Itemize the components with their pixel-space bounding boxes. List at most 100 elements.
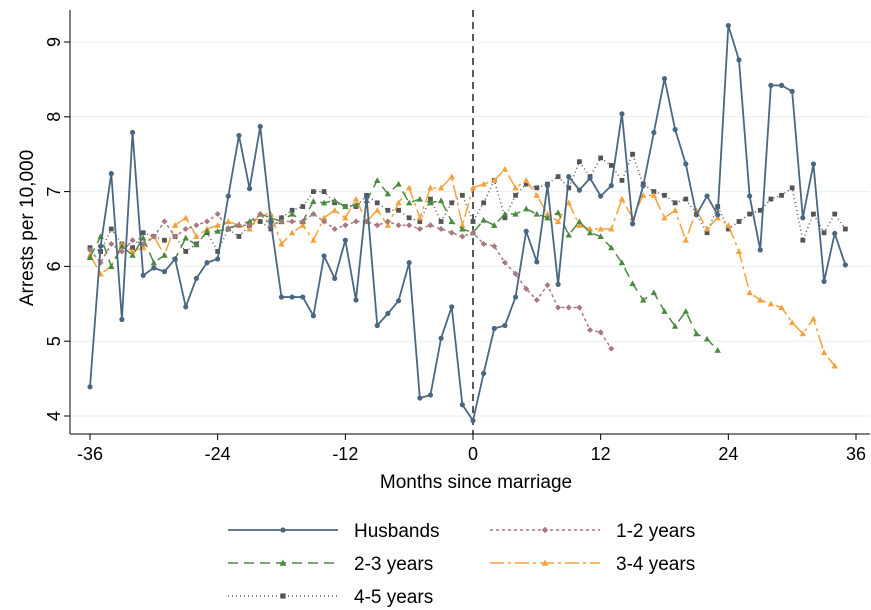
data-point xyxy=(587,175,593,181)
data-point xyxy=(576,187,582,193)
data-point xyxy=(788,319,796,326)
data-point xyxy=(203,228,211,234)
data-point xyxy=(811,211,816,217)
data-point xyxy=(469,184,477,191)
data-point xyxy=(725,22,731,29)
data-point xyxy=(374,222,381,229)
data-point xyxy=(757,296,764,303)
data-point xyxy=(438,219,444,224)
data-point xyxy=(140,230,146,236)
data-point xyxy=(778,82,785,88)
data-point xyxy=(416,214,424,221)
data-point xyxy=(683,196,689,202)
data-point xyxy=(586,229,594,236)
data-point xyxy=(671,323,679,329)
data-point xyxy=(576,218,583,225)
data-point xyxy=(87,246,93,253)
data-point xyxy=(703,225,711,232)
data-point xyxy=(502,322,508,329)
legend-marker xyxy=(541,526,549,534)
data-point xyxy=(522,177,530,183)
data-point xyxy=(544,183,551,189)
data-point xyxy=(320,214,328,221)
data-point xyxy=(395,222,402,229)
data-point xyxy=(523,228,529,234)
data-point xyxy=(491,177,498,183)
data-point xyxy=(480,180,487,187)
data-point xyxy=(161,269,168,275)
data-point xyxy=(651,189,657,194)
data-point xyxy=(725,226,731,232)
series-line xyxy=(89,179,719,351)
data-point xyxy=(342,237,348,243)
data-point xyxy=(619,177,625,183)
data-point xyxy=(767,300,775,307)
data-point xyxy=(810,315,817,322)
data-point xyxy=(842,226,848,232)
data-point xyxy=(661,214,668,221)
data-point xyxy=(416,226,423,232)
data-point xyxy=(470,219,476,224)
gridlines xyxy=(70,41,870,417)
data-point xyxy=(662,192,667,198)
data-point xyxy=(459,233,466,240)
data-point xyxy=(289,207,295,213)
data-point xyxy=(384,218,391,225)
data-point xyxy=(108,226,114,232)
data-point xyxy=(406,215,412,221)
data-point xyxy=(438,226,445,232)
data-point xyxy=(565,231,572,238)
data-point xyxy=(512,210,519,217)
data-point xyxy=(842,262,848,268)
data-point xyxy=(533,210,541,217)
data-point xyxy=(534,259,540,265)
data-point xyxy=(331,197,338,204)
x-tick-label: 0 xyxy=(468,444,478,464)
data-point xyxy=(618,195,626,202)
data-point xyxy=(289,294,295,300)
data-point xyxy=(225,226,232,232)
data-point xyxy=(512,184,519,191)
data-point xyxy=(501,165,509,172)
data-point xyxy=(171,222,179,228)
legend-marker xyxy=(280,593,286,599)
data-point xyxy=(555,281,561,287)
data-point xyxy=(257,123,263,130)
data-point xyxy=(161,218,168,225)
data-point xyxy=(640,296,647,303)
data-point xyxy=(650,192,658,198)
data-point xyxy=(87,384,93,390)
y-axis-title: Arrests per 10,000 xyxy=(17,150,38,306)
legend-label: 3-4 years xyxy=(616,554,695,575)
data-point xyxy=(162,237,167,243)
data-point xyxy=(119,316,125,323)
data-point xyxy=(374,200,380,206)
data-point xyxy=(597,233,604,240)
data-point xyxy=(459,225,466,232)
data-point xyxy=(193,275,199,281)
data-point xyxy=(417,395,423,401)
data-point xyxy=(576,304,583,311)
data-point xyxy=(342,214,349,221)
data-point xyxy=(98,243,104,249)
data-point xyxy=(151,265,157,271)
data-point xyxy=(832,230,838,237)
data-point xyxy=(396,207,401,213)
legend-label: 2-3 years xyxy=(354,554,433,575)
data-point xyxy=(513,192,518,198)
data-point xyxy=(618,259,626,266)
data-point xyxy=(512,270,519,277)
data-point xyxy=(311,189,316,194)
y-tick-label: 8 xyxy=(44,112,64,122)
legend-marker xyxy=(280,527,286,533)
data-point xyxy=(204,260,210,266)
y-tick-label: 4 xyxy=(44,411,64,421)
data-point xyxy=(800,215,806,221)
data-point xyxy=(427,222,434,229)
data-point xyxy=(832,211,838,217)
axes xyxy=(69,10,870,435)
data-point xyxy=(661,76,668,82)
data-point xyxy=(278,240,285,247)
data-point xyxy=(437,184,445,191)
